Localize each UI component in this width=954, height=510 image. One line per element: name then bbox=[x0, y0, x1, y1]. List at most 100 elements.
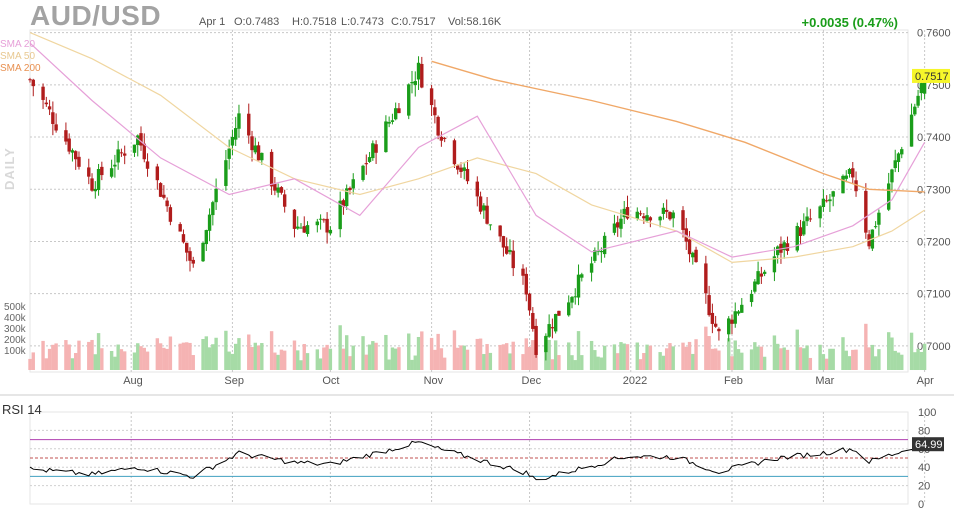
volume-bar bbox=[211, 344, 215, 370]
volume-bar bbox=[429, 337, 434, 370]
candle-body bbox=[322, 219, 326, 221]
candle-body bbox=[504, 246, 509, 254]
volume-bar bbox=[64, 340, 68, 370]
candle-body bbox=[922, 75, 927, 94]
candle-body bbox=[570, 297, 574, 303]
sma20-line bbox=[29, 42, 926, 258]
candle-body bbox=[371, 143, 375, 159]
candle-body bbox=[756, 271, 760, 285]
volume-bar bbox=[260, 343, 264, 370]
candle-body bbox=[521, 268, 525, 276]
candle-body bbox=[795, 226, 799, 251]
volume-bar bbox=[70, 358, 75, 370]
volume-bar bbox=[31, 352, 35, 370]
volume-bar bbox=[886, 332, 891, 370]
candle-body bbox=[64, 130, 68, 142]
candle-body bbox=[593, 250, 597, 261]
candle-body bbox=[642, 216, 646, 219]
volume-bar bbox=[273, 352, 277, 370]
candle-body bbox=[622, 208, 626, 218]
candle-body bbox=[390, 120, 395, 122]
volume-bar bbox=[410, 359, 414, 370]
volume-tick-label: 100k bbox=[4, 346, 27, 357]
candle-body bbox=[185, 242, 189, 253]
volume-bar bbox=[322, 347, 326, 370]
volume-bar bbox=[116, 344, 120, 370]
volume-bar bbox=[567, 342, 571, 370]
candle-body bbox=[707, 295, 711, 316]
price-tick-label: 0.7100 bbox=[917, 289, 951, 301]
volume-bar bbox=[619, 342, 623, 370]
candle-body bbox=[113, 164, 117, 167]
candle-body bbox=[691, 252, 695, 258]
volume-bar bbox=[456, 347, 460, 370]
volume-bar bbox=[658, 352, 662, 370]
volume-bar bbox=[237, 338, 241, 370]
volume-bar bbox=[54, 343, 58, 370]
last-price-label: 0.7517 bbox=[915, 71, 949, 83]
candle-body bbox=[900, 149, 904, 155]
candle-body bbox=[145, 161, 150, 169]
volume-bar bbox=[367, 344, 372, 370]
volume-bar bbox=[550, 359, 555, 370]
candle-body bbox=[158, 183, 163, 197]
volume-bar bbox=[727, 338, 731, 370]
volume-bar bbox=[158, 343, 163, 370]
volume-bar bbox=[439, 348, 444, 370]
candle-body bbox=[204, 230, 209, 245]
candle-body bbox=[442, 137, 447, 139]
volume-bar bbox=[890, 337, 894, 370]
volume-bar bbox=[364, 354, 368, 370]
volume-bar bbox=[504, 343, 509, 370]
volume-bar bbox=[749, 349, 754, 370]
volume-bar bbox=[616, 353, 620, 370]
rsi-value-tag bbox=[912, 437, 944, 452]
volume-bar bbox=[100, 348, 104, 370]
candle-body bbox=[387, 122, 391, 124]
candle-body bbox=[661, 207, 666, 214]
volume-bar bbox=[730, 356, 734, 370]
volume-bar bbox=[204, 336, 209, 370]
volume-bar bbox=[67, 344, 71, 370]
volume-bar bbox=[909, 332, 914, 370]
volume-bar bbox=[168, 336, 173, 370]
volume-bar bbox=[570, 355, 574, 370]
price-tick-label: 0.7200 bbox=[917, 236, 951, 248]
volume-bar bbox=[805, 345, 809, 370]
volume-bar bbox=[227, 351, 231, 370]
candle-body bbox=[462, 167, 466, 171]
candle-body bbox=[762, 271, 767, 274]
candle-body bbox=[31, 79, 35, 87]
volume-bar bbox=[296, 350, 300, 370]
candle-body bbox=[459, 167, 463, 172]
volume-bar bbox=[390, 347, 395, 370]
candle-body bbox=[136, 135, 140, 146]
volume-bar bbox=[775, 343, 780, 370]
volume-bar bbox=[779, 348, 783, 370]
volume-bar bbox=[188, 342, 192, 370]
volume-bar bbox=[821, 354, 826, 370]
volume-bar bbox=[687, 341, 692, 370]
candle-body bbox=[302, 226, 306, 233]
sma200-line bbox=[431, 60, 925, 193]
candle-body bbox=[155, 166, 160, 181]
candle-body bbox=[338, 200, 342, 230]
candle-body bbox=[638, 213, 643, 215]
candle-body bbox=[547, 324, 551, 337]
volume-bar bbox=[247, 334, 251, 370]
volume-bar bbox=[416, 336, 421, 370]
candle-body bbox=[847, 169, 852, 174]
candle-body bbox=[279, 187, 284, 193]
candle-body bbox=[772, 256, 777, 273]
volume-bar bbox=[785, 349, 790, 370]
volume-bar bbox=[867, 347, 871, 370]
candle-body bbox=[596, 250, 600, 252]
candle-body bbox=[534, 325, 538, 355]
candle-body bbox=[553, 313, 558, 332]
candle-body bbox=[318, 218, 323, 220]
candle-body bbox=[456, 165, 460, 170]
candle-body bbox=[831, 191, 835, 197]
volume-bar bbox=[162, 347, 166, 370]
candle-body bbox=[201, 242, 205, 262]
volume-bar bbox=[740, 352, 744, 370]
